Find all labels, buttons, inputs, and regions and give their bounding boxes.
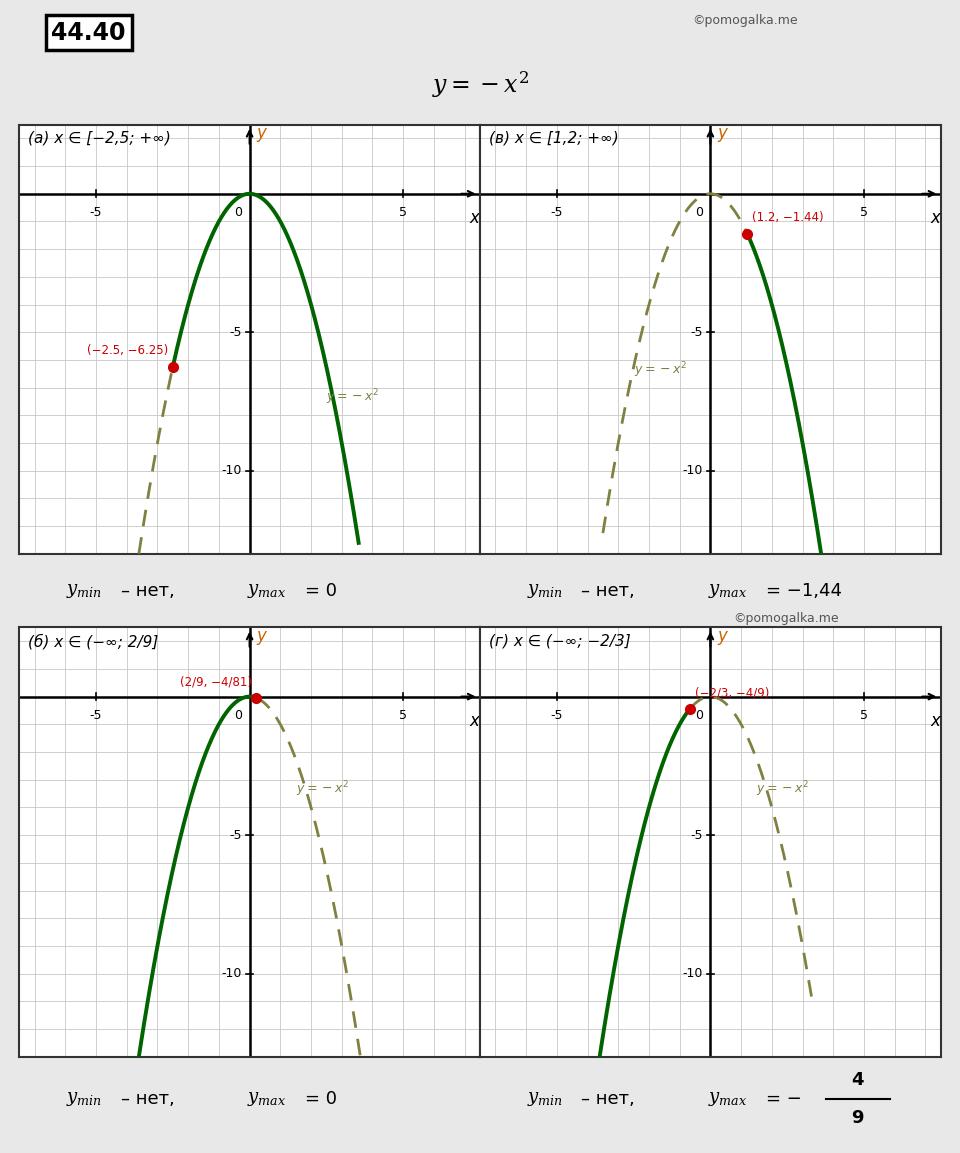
Text: -5: -5 — [690, 326, 703, 339]
Text: $y_{max}$: $y_{max}$ — [708, 581, 747, 600]
Text: -5: -5 — [89, 206, 103, 219]
Text: $y_{max}$: $y_{max}$ — [248, 1090, 286, 1108]
Text: -5: -5 — [229, 326, 242, 339]
Text: -10: -10 — [222, 465, 242, 477]
Text: 44.40: 44.40 — [52, 21, 126, 45]
Text: $y = -x^2$: $y = -x^2$ — [431, 69, 529, 100]
Text: $y = -x^2$: $y = -x^2$ — [296, 779, 348, 799]
Text: 5: 5 — [860, 709, 868, 722]
Text: (б) x ∈ (−∞; 2/9]: (б) x ∈ (−∞; 2/9] — [29, 634, 158, 649]
Text: = 0: = 0 — [305, 1090, 337, 1108]
Text: -10: -10 — [222, 967, 242, 980]
Text: 5: 5 — [399, 709, 407, 722]
Text: -5: -5 — [690, 829, 703, 842]
Text: ©pomogalka.me: ©pomogalka.me — [692, 14, 798, 27]
Text: (в) x ∈ [1,2; +∞): (в) x ∈ [1,2; +∞) — [490, 131, 619, 146]
Text: -5: -5 — [89, 709, 103, 722]
Text: $x$: $x$ — [469, 209, 482, 227]
Text: = −1,44: = −1,44 — [766, 581, 842, 600]
Text: $x$: $x$ — [930, 209, 943, 227]
Text: = 0: = 0 — [305, 581, 337, 600]
Text: $y = -x^2$: $y = -x^2$ — [756, 779, 809, 799]
Text: 9: 9 — [852, 1109, 864, 1126]
Text: 0: 0 — [695, 206, 703, 219]
Text: $x$: $x$ — [930, 711, 943, 730]
Text: 0: 0 — [695, 709, 703, 722]
Text: (1.2, −1.44): (1.2, −1.44) — [752, 211, 824, 224]
Text: $x$: $x$ — [469, 711, 482, 730]
Text: (г) x ∈ (−∞; −2/3]: (г) x ∈ (−∞; −2/3] — [490, 634, 631, 649]
Text: – нет,: – нет, — [121, 1090, 175, 1108]
Text: -5: -5 — [550, 709, 564, 722]
Text: $y_{min}$: $y_{min}$ — [527, 1090, 563, 1108]
Text: ©pomogalka.me: ©pomogalka.me — [733, 612, 839, 625]
Text: = −: = − — [766, 1090, 802, 1108]
Text: – нет,: – нет, — [582, 1090, 636, 1108]
Text: (−2.5, −6.25): (−2.5, −6.25) — [87, 345, 168, 357]
Text: (2/9, −4/81): (2/9, −4/81) — [180, 676, 252, 688]
Text: $y$: $y$ — [716, 628, 729, 647]
Text: $y$: $y$ — [255, 126, 268, 144]
Text: -10: -10 — [683, 465, 703, 477]
Text: -10: -10 — [683, 967, 703, 980]
Text: – нет,: – нет, — [582, 581, 636, 600]
Text: -5: -5 — [229, 829, 242, 842]
Text: 5: 5 — [399, 206, 407, 219]
Text: $y_{max}$: $y_{max}$ — [708, 1090, 747, 1108]
Text: 4: 4 — [852, 1071, 864, 1090]
Text: -5: -5 — [550, 206, 564, 219]
Text: (а) x ∈ [−2,5; +∞): (а) x ∈ [−2,5; +∞) — [29, 131, 171, 146]
Text: $y$: $y$ — [255, 628, 268, 647]
Text: $y_{max}$: $y_{max}$ — [248, 581, 286, 600]
Text: $y = -x^2$: $y = -x^2$ — [634, 360, 686, 379]
Text: $y_{min}$: $y_{min}$ — [66, 1090, 102, 1108]
Text: (−2/3, −4/9): (−2/3, −4/9) — [694, 686, 769, 699]
Text: $y = -x^2$: $y = -x^2$ — [326, 387, 379, 407]
Text: 0: 0 — [234, 206, 242, 219]
Text: $y_{min}$: $y_{min}$ — [527, 581, 563, 600]
Text: – нет,: – нет, — [121, 581, 175, 600]
Text: $y$: $y$ — [716, 126, 729, 144]
Text: 5: 5 — [860, 206, 868, 219]
Text: $y_{min}$: $y_{min}$ — [66, 581, 102, 600]
Text: 0: 0 — [234, 709, 242, 722]
